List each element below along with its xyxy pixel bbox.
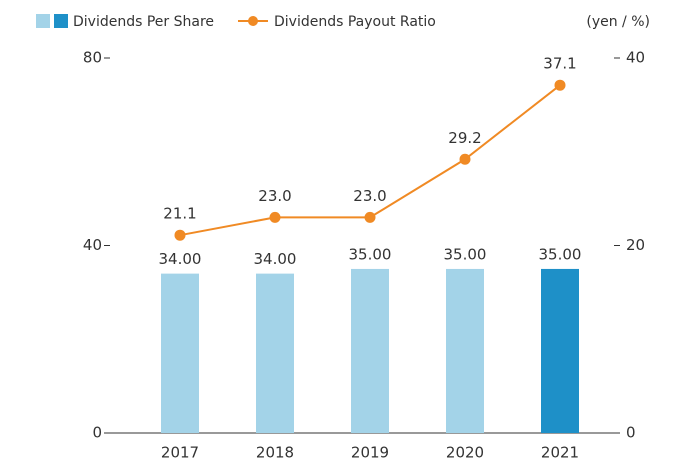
line-value-label: 21.1 (163, 205, 196, 223)
line-point (459, 153, 471, 165)
x-tick-label: 2017 (161, 444, 199, 461)
legend-label: Dividends Payout Ratio (274, 14, 436, 30)
y2-tick-label: 40 (626, 49, 645, 67)
y2-tick-label: 20 (626, 236, 645, 254)
x-tick-label: 2019 (351, 444, 389, 461)
x-tick-label: 2021 (541, 444, 579, 461)
y2-tick-label: 0 (626, 424, 636, 442)
legend-label: Dividends Per Share (73, 14, 214, 30)
y-tick-label: 0 (92, 424, 102, 442)
legend-swatch (36, 14, 50, 28)
y-tick-label: 80 (83, 49, 102, 67)
bar (541, 268, 579, 433)
unit-label: (yen / %) (586, 14, 650, 30)
bar-value-label: 35.00 (444, 245, 487, 263)
y-tick-label: 40 (83, 236, 102, 254)
line-point (364, 211, 376, 223)
bar-value-label: 35.00 (349, 245, 392, 263)
line-point (269, 211, 281, 223)
legend-swatch (54, 14, 68, 28)
x-tick-label: 2020 (446, 444, 484, 461)
line-value-label: 23.0 (353, 187, 386, 205)
line-point (554, 79, 566, 91)
bar-value-label: 34.00 (254, 250, 297, 268)
line-value-label: 29.2 (448, 129, 481, 147)
line-value-label: 37.1 (543, 55, 576, 73)
line-point (174, 229, 186, 241)
legend-marker (248, 16, 258, 26)
bar (161, 273, 199, 433)
bar (351, 268, 389, 433)
bar-value-label: 35.00 (539, 245, 582, 263)
bar (256, 273, 294, 433)
bar-value-label: 34.00 (159, 250, 202, 268)
x-tick-label: 2018 (256, 444, 294, 461)
line-value-label: 23.0 (258, 187, 291, 205)
bar (446, 268, 484, 433)
